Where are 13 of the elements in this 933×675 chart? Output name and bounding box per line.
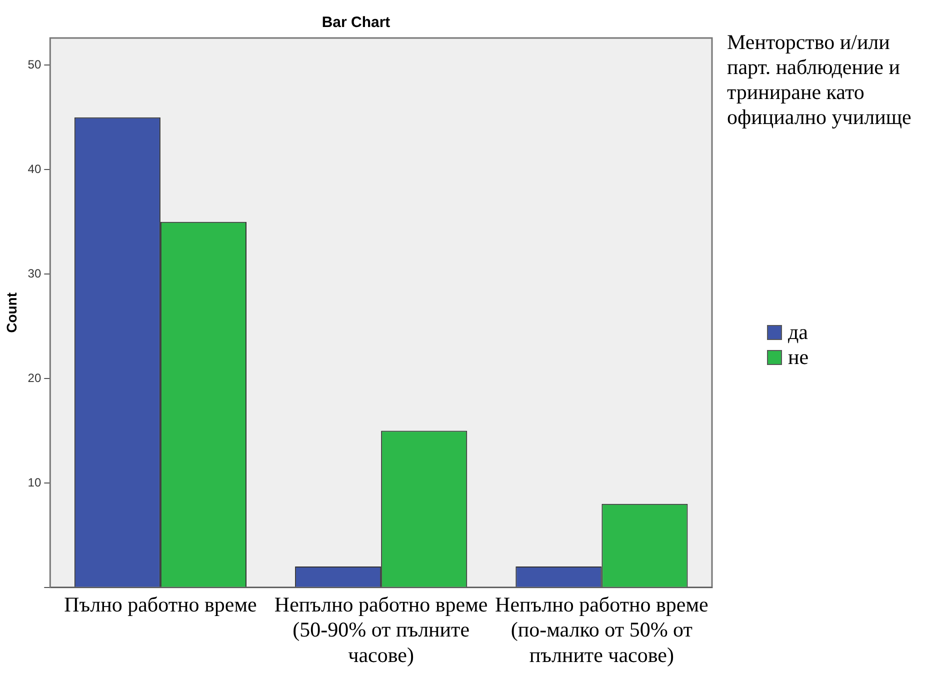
x-tick-label: Непълно работно време (по-малко от 50% от пълните часове) (495, 592, 708, 667)
y-tick-label: 40 (28, 162, 42, 176)
y-tick-label: 20 (28, 370, 42, 385)
legend-label: да (788, 320, 808, 345)
y-axis-title: Count (3, 292, 20, 333)
x-tick-label: Пълно работно време (64, 592, 257, 617)
legend-label: не (788, 345, 809, 370)
y-tick-label: 10 (28, 475, 42, 490)
y-tick-label: 50 (28, 57, 42, 72)
chart-title: Bar Chart (322, 14, 390, 32)
y-tick-label: 30 (28, 266, 42, 280)
legend-title: Менторство и/или парт. наблюдение и триниране като официално училище (727, 30, 912, 130)
x-tick-label: Непълно работно време (50-90% от пълните часове) (274, 592, 488, 667)
